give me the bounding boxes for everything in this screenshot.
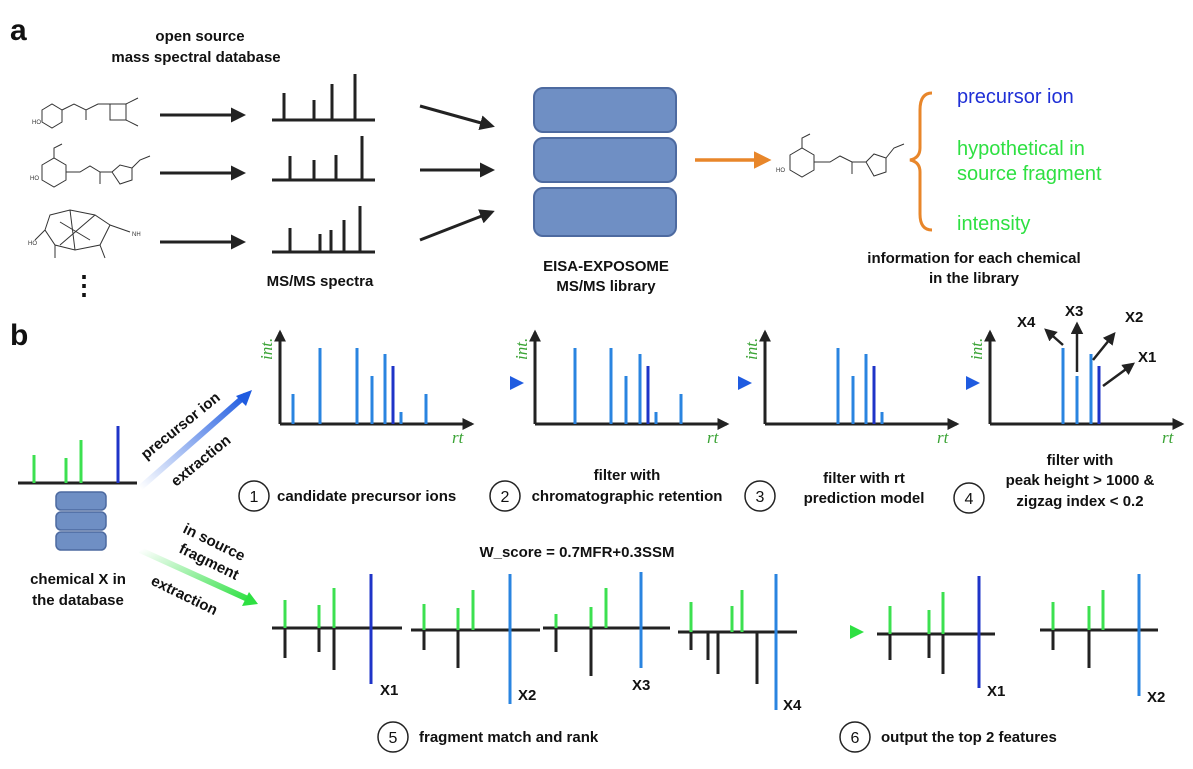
svg-text:HO: HO: [28, 241, 37, 247]
chart4-x-axis-label: rt: [1162, 428, 1175, 447]
molecule-structure-2: HO: [30, 143, 151, 188]
step-2-badge: [489, 480, 521, 512]
precursor-extraction-arrow: [138, 392, 248, 491]
mirror-label-x2: X2: [518, 687, 536, 704]
step-2-text-line2: chromatographic retention: [532, 488, 723, 505]
mirror-label-x4: X4: [783, 697, 802, 714]
svg-text:HO: HO: [32, 120, 41, 126]
chart2-y-axis-label: int.: [512, 338, 531, 360]
svg-text:HO: HO: [30, 176, 39, 182]
step-1-badge: [238, 480, 270, 512]
svg-text:HO: HO: [776, 168, 785, 174]
database-title-line1: open source: [155, 28, 244, 45]
top-label-x1: X1: [987, 683, 1005, 700]
step-2-number: 2: [501, 489, 510, 506]
chart-rt-prediction-filter: int. rt: [742, 329, 960, 447]
step-4-badge: [953, 482, 985, 514]
mirror-plot-x3: X3: [543, 572, 670, 694]
chart3-y-axis-label: int.: [742, 338, 761, 360]
step-4-text-line2: peak height > 1000 &: [1006, 472, 1155, 489]
library-name-line2: MS/MS library: [556, 278, 656, 295]
mirror-plot-x2: X2: [411, 574, 540, 704]
chart4-label-x1: X1: [1138, 349, 1156, 366]
chart3-x-axis-label: rt: [937, 428, 950, 447]
step-5-badge: [377, 721, 409, 753]
step-4-number: 4: [965, 491, 974, 508]
isf-extraction-arrow: [138, 547, 252, 603]
step-3-badge: [744, 480, 776, 512]
step-5-text: fragment match and rank: [419, 729, 599, 746]
info-caption-line1: information for each chemical: [867, 250, 1080, 267]
molecule-structure-3: HO NH: [28, 209, 141, 259]
chart4-arrow-x4: [1044, 328, 1064, 346]
mirror-plot-x1: X1: [272, 574, 402, 699]
info-brace: [909, 91, 933, 232]
database-title-line2: mass spectral database: [111, 49, 280, 66]
library-molecule-structure: HO: [776, 133, 905, 178]
chart2-x-axis-label: rt: [707, 428, 720, 447]
step-5-number: 5: [389, 730, 398, 747]
chart4-arrow-x2: [1092, 332, 1116, 361]
top-label-x2: X2: [1147, 689, 1165, 706]
arrow-spectrum3-to-library: [419, 209, 495, 242]
chemical-x-label-line2: the database: [32, 592, 124, 609]
step-4-text-line1: filter with: [1047, 452, 1114, 469]
info-intensity: intensity: [957, 213, 1030, 235]
more-molecules-ellipsis: ⋮: [71, 270, 97, 300]
chemical-x-database-icon: [55, 491, 107, 551]
step-arrow-2-3-head: [738, 376, 752, 390]
step-3-number: 3: [756, 489, 765, 506]
info-hypothetical-line1: hypothetical in: [957, 138, 1085, 160]
step-arrow-3-4-head: [966, 376, 980, 390]
msms-spectrum-3: [272, 206, 375, 254]
chart-candidate-precursors: int. rt: [257, 329, 475, 447]
chemical-x-label-line1: chemical X in: [30, 571, 126, 588]
top-feature-x2: X2: [1040, 574, 1165, 706]
step-2-text-line1: filter with: [594, 467, 661, 484]
step-1-number: 1: [250, 489, 259, 506]
chart-chromatographic-filter: int. rt: [512, 329, 730, 447]
msms-spectra-label: MS/MS spectra: [267, 273, 374, 290]
chart4-label-x4: X4: [1017, 314, 1036, 331]
msms-spectrum-2: [272, 136, 375, 182]
info-hypothetical-line2: source fragment: [957, 163, 1102, 185]
wscore-formula: W_score = 0.7MFR+0.3SSM: [479, 544, 674, 561]
arrow-spectrum1-to-library: [419, 104, 495, 131]
molecule-structure-1: HO: [32, 97, 139, 129]
isf-extraction-arrowhead: [242, 592, 258, 606]
mirror-label-x3: X3: [632, 677, 650, 694]
step-arrow-1-2-head: [510, 376, 524, 390]
chart4-arrow-x1: [1102, 362, 1136, 388]
svg-text:NH: NH: [132, 232, 141, 238]
chart1-x-axis-label: rt: [452, 428, 465, 447]
step-6-number: 6: [851, 730, 860, 747]
step-6-text: output the top 2 features: [881, 729, 1057, 746]
top-feature-x1: X1: [877, 576, 1005, 700]
library-database-icon: [533, 87, 677, 237]
chart4-label-x3: X3: [1065, 303, 1083, 320]
chemical-x-spectrum: [18, 426, 137, 485]
panel-b-label: b: [10, 319, 28, 352]
chart-peak-height-filter: int. rt X4 X3 X2 X1: [967, 303, 1185, 447]
step-3-text-line1: filter with rt: [823, 470, 905, 487]
step-4-text-line3: zigzag index < 0.2: [1016, 493, 1143, 510]
mirror-label-x1: X1: [380, 682, 398, 699]
msms-spectrum-1: [272, 74, 375, 122]
info-precursor-ion: precursor ion: [957, 86, 1074, 108]
step-6-badge: [839, 721, 871, 753]
precursor-extraction-arrowhead: [236, 390, 252, 406]
mirror-plot-x4: X4: [678, 574, 802, 714]
library-name-line1: EISA-EXPOSOME: [543, 258, 669, 275]
step-3-text-line2: prediction model: [804, 490, 925, 507]
step-1-text: candidate precursor ions: [277, 488, 456, 505]
chart1-y-axis-label: int.: [257, 338, 276, 360]
ranking-arrowhead: [850, 625, 864, 639]
chart4-y-axis-label: int.: [967, 338, 986, 360]
info-caption-line2: in the library: [929, 270, 1020, 287]
panel-a-label: a: [10, 14, 27, 47]
chart4-label-x2: X2: [1125, 309, 1143, 326]
precursor-extraction-line2: extraction: [168, 432, 234, 490]
